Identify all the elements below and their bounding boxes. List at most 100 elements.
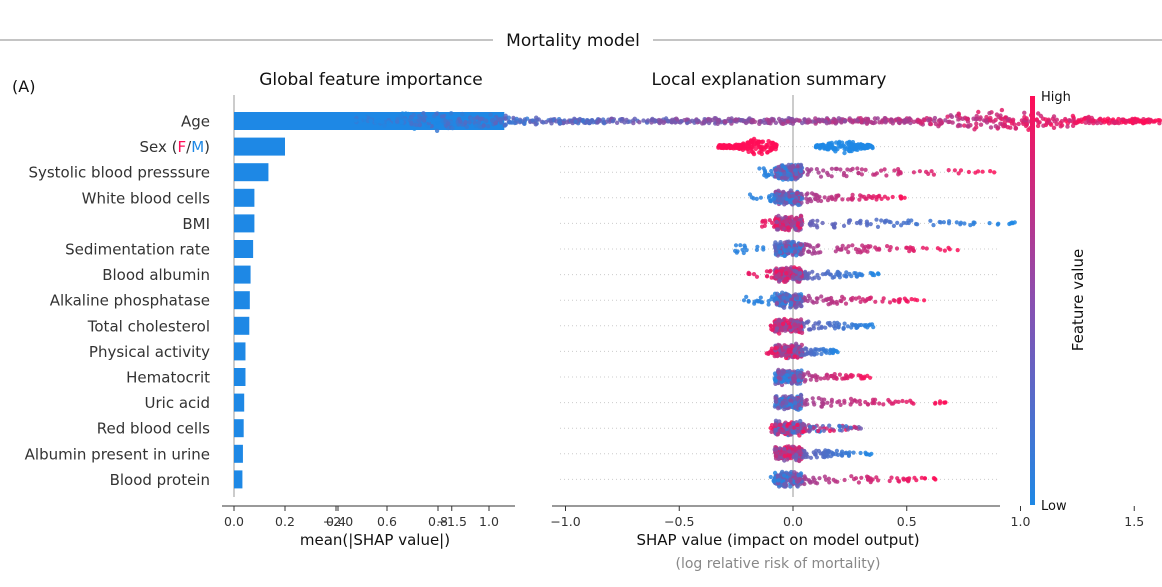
shap-point [824,146,830,151]
right-x-tick-label: −1.5 [437,514,467,529]
shap-point [1048,122,1054,127]
shap-point [637,120,642,125]
swarm-row [741,290,927,310]
shap-point [788,484,793,489]
shap-point [793,447,799,452]
shap-point [488,112,493,117]
shap-point [835,245,840,250]
shap-point [766,351,771,356]
shap-point [844,174,849,179]
shap-point [913,221,919,227]
shap-point [774,399,779,404]
shap-point [789,176,794,182]
shap-point [728,119,733,124]
shap-point [928,218,933,223]
shap-point [814,300,819,305]
shap-point [885,196,891,201]
shap-point [858,221,863,226]
shap-point [1142,119,1147,124]
shap-point [782,165,787,171]
shap-point [1001,124,1006,129]
shap-point [859,172,865,177]
right-x-axis-note: (log relative risk of mortality) [676,556,881,572]
shap-point [879,218,884,223]
shap-point [965,116,970,122]
shap-point [815,272,820,278]
shap-point [952,168,958,173]
shap-point [887,248,892,253]
shap-point [794,452,799,457]
shap-point [837,428,843,433]
shap-point [933,121,939,127]
shap-point [867,322,873,327]
shap-point [810,396,815,401]
shap-point [848,119,853,124]
importance-bar [234,342,246,361]
shap-point [853,296,859,301]
shap-point [807,243,812,248]
shap-point [421,111,426,116]
shap-point [783,192,788,198]
shap-point [806,478,812,483]
shap-point [700,121,705,126]
shap-point [799,330,805,335]
shap-point [844,147,849,152]
shap-point [945,114,950,119]
shap-point [958,222,963,227]
shap-point [395,119,400,124]
shap-point [885,244,890,249]
colorbar-label: Feature value [1069,249,1087,351]
shap-point [839,140,845,145]
shap-point [395,124,400,129]
feature-label: Physical activity [89,343,210,361]
shap-point [902,195,907,200]
shap-point [777,250,783,255]
shap-point [812,275,817,280]
shap-point [715,117,721,123]
shap-point [1059,123,1065,128]
shap-point [773,418,779,423]
shap-point [753,146,758,151]
shap-point [773,167,779,173]
left-chart-title: Global feature importance [259,70,483,90]
shap-point [749,146,754,151]
shap-point [838,402,843,407]
shap-point [780,400,785,405]
shap-point [774,326,780,331]
shap-point [749,195,754,200]
shap-point [809,191,815,196]
shap-point [872,172,878,177]
shap-point [784,200,789,206]
shap-point [368,118,373,123]
shap-point [805,402,810,407]
shap-point [931,223,936,228]
shap-point [746,149,751,154]
shap-point [846,250,851,255]
shap-point [799,397,804,402]
shap-point [779,382,785,388]
shap-point [536,117,541,122]
shap-point [781,428,786,434]
shap-point [864,452,869,457]
shap-point [849,325,854,330]
shap-point [773,346,778,351]
shap-point [875,224,881,229]
shap-point [1070,123,1076,128]
shap-point [845,167,850,172]
shap-point [728,145,733,150]
shap-point [850,295,855,301]
shap-point [1007,221,1012,227]
shap-point [996,221,1001,226]
shap-point [379,119,385,125]
shap-point [1005,117,1011,123]
shap-point [828,454,834,459]
shap-point [792,349,797,354]
shap-point [981,118,987,123]
shap-point [871,400,876,405]
shap-point [775,273,781,278]
shap-point [751,151,757,157]
shap-point [780,351,785,357]
shap-point [863,116,869,122]
shap-point [920,245,926,250]
shap-point [933,400,938,405]
